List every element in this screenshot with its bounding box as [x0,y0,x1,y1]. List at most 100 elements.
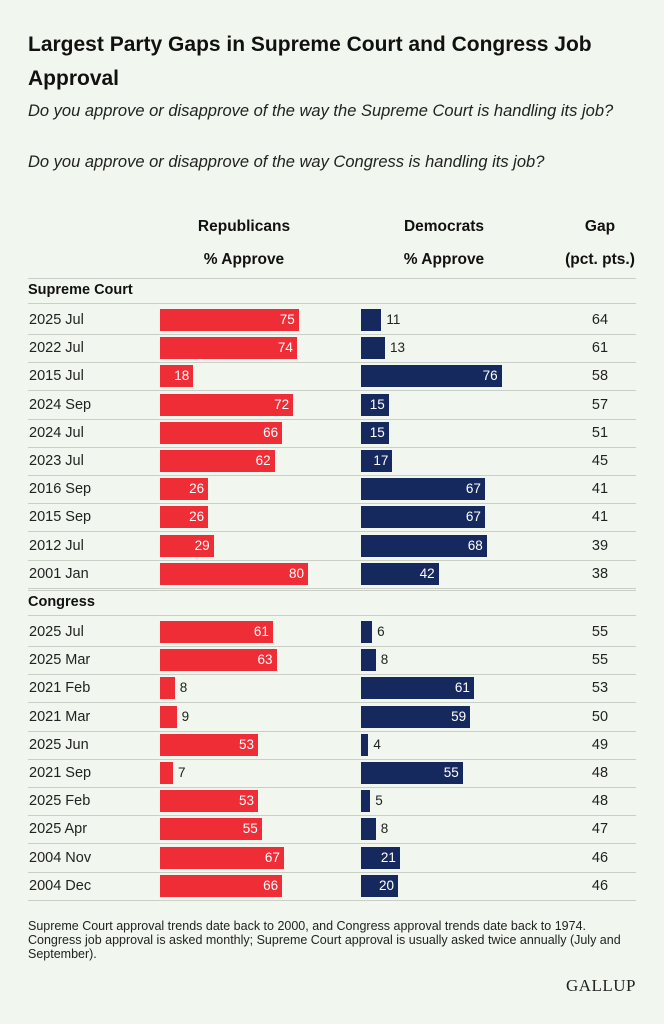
row-rule [28,475,636,476]
row-label: 2023 Jul [29,453,84,469]
row-label: 2024 Sep [29,396,92,413]
row-rule [28,559,636,561]
dem-bar [361,421,389,444]
dem-bar [361,705,471,728]
row-rule [28,871,636,873]
dem-value: 76 [482,368,498,384]
dem-value: 59 [451,708,467,724]
rep-value: 66 [263,877,279,893]
row-label: 2021 Feb [29,680,91,697]
rep-value: 7 [177,765,186,780]
dem-bar [361,677,474,700]
section-rule [28,303,636,304]
gap-value: 39 [591,537,609,554]
row-label: 2025 Apr [29,821,88,838]
rep-bar [160,677,175,700]
row-label: 2016 Sep [29,481,92,498]
row-label: 2004 Dec [29,877,92,894]
row-rule [28,815,636,817]
rep-bar [160,309,299,331]
question-supreme-court: Do you approve or disapprove of the way … [28,102,614,120]
rep-value: 67 [264,849,280,865]
rep-value: 62 [255,453,271,468]
row-label: 2021 Sep [29,765,92,781]
gap-value: 41 [591,481,609,498]
row-rule [28,446,636,448]
dem-value: 55 [443,765,459,780]
question-congress: Do you approve or disapprove of the way … [28,153,545,171]
gap-header-line1: Gap [584,218,616,235]
dem-bar [361,621,373,643]
rep-column-header: Republicans % Approve [160,210,328,276]
rep-value: 26 [189,509,205,525]
row-label: 2025 Feb [29,793,91,810]
row-rule [28,390,636,392]
gap-value: 57 [591,396,609,413]
dem-bar [361,365,502,388]
gap-value: 55 [591,624,609,640]
dem-bar [361,818,376,841]
section-rule [28,615,636,616]
gap-value: 61 [591,340,609,357]
rep-bar [160,478,209,501]
gap-value: 53 [591,680,609,697]
rep-bar [160,705,177,728]
row-label: 2024 Jul [29,424,84,441]
row-label: 2025 Mar [29,652,91,669]
dem-value: 67 [465,509,481,525]
section-rule [28,590,636,591]
rep-value: 72 [274,396,290,412]
rep-value: 55 [242,821,258,837]
gap-value: 48 [591,793,609,810]
dem-value: 68 [467,537,483,553]
chart-title: Largest Party Gaps in Supreme Court and … [28,33,592,90]
dem-value: 21 [380,849,396,865]
dem-value: 11 [386,312,401,327]
row-rule [28,531,636,533]
rep-value: 26 [189,481,205,497]
row-label: 2022 Jul [29,340,84,357]
dem-value: 5 [375,793,383,809]
dem-value: 61 [454,680,470,696]
dem-value: 20 [378,877,394,893]
gallup-logo: GALLUP [565,976,636,995]
gap-column-header: Gap (pct. pts.) [555,210,645,276]
dem-bar [361,450,393,472]
rep-bar [160,621,273,643]
gap-value: 50 [591,708,609,725]
gap-value: 46 [591,877,609,894]
rep-value: 53 [239,793,255,809]
rep-header-line2: % Approve [203,251,285,268]
dem-bar [361,562,439,585]
dem-bar [361,534,487,557]
dem-bar [361,790,371,813]
gap-value: 51 [591,424,609,441]
dem-bar [361,506,485,529]
dem-bar [361,393,389,416]
gap-value: 55 [591,652,609,669]
rep-bar [160,874,283,897]
section-rule [28,278,636,279]
rep-value: 80 [288,565,304,581]
rep-bar [160,790,259,813]
gap-value: 41 [591,509,609,526]
row-rule [28,646,636,647]
rep-bar [160,506,209,529]
dem-value: 8 [380,821,389,837]
row-rule [28,730,636,732]
row-rule [28,334,636,335]
dem-bar [361,846,400,869]
row-label: 2025 Jun [29,736,89,753]
row-label: 2025 Jul [29,312,84,328]
rep-bar [160,649,277,672]
rep-bar [160,393,294,416]
rep-value: 53 [239,736,255,752]
dem-bar [361,478,485,501]
gap-value: 46 [591,849,609,866]
row-rule [28,587,636,589]
rep-value: 75 [279,312,295,327]
row-rule [28,899,636,901]
gap-value: 58 [591,368,609,385]
dem-value: 13 [390,340,406,356]
row-label: 2015 Sep [29,509,92,526]
